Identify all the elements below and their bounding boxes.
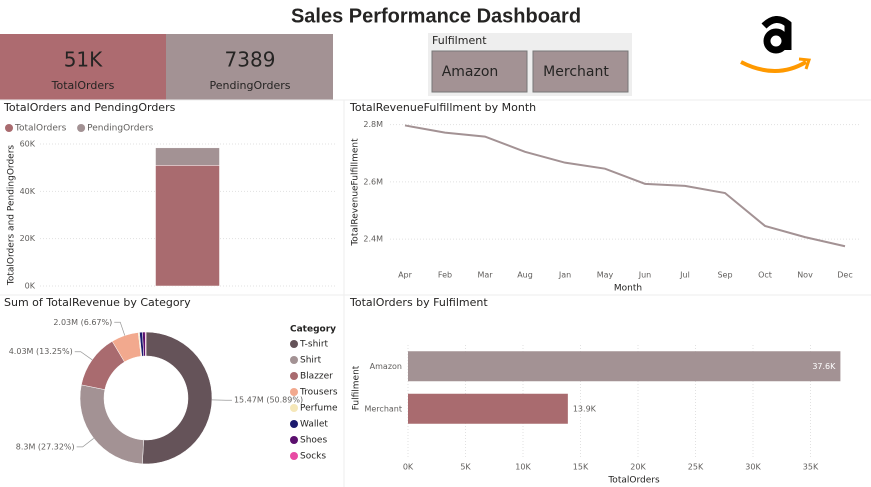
x-tick-label: Jul xyxy=(679,271,690,280)
legend-label: Shoes xyxy=(300,436,327,446)
x-tick-label: Sep xyxy=(717,271,732,280)
amazon-logo xyxy=(740,16,812,73)
leader-line xyxy=(114,321,126,336)
x-tick-label: 10K xyxy=(515,463,531,472)
x-tick-label: May xyxy=(597,271,614,280)
x-tick-label: Jun xyxy=(638,271,652,280)
y-tick-label: 40K xyxy=(20,187,36,196)
y-tick-label: 60K xyxy=(20,140,36,149)
chart-title: TotalOrders and PendingOrders xyxy=(3,101,176,114)
legend-label: Blazzer xyxy=(300,372,333,382)
slicer-item[interactable]: Amazon xyxy=(442,64,499,80)
leader-line xyxy=(74,351,93,361)
x-tick-label: Dec xyxy=(837,271,852,280)
logo-a xyxy=(761,16,792,50)
legend-marker xyxy=(290,372,298,380)
kpi-label: TotalOrders xyxy=(51,79,115,92)
x-tick-label: Apr xyxy=(398,271,413,280)
y-tick-label: 20K xyxy=(20,234,36,243)
y-axis-label: TotalRevenueFulfillment xyxy=(351,138,361,247)
x-axis-label: Month xyxy=(614,284,642,294)
legend-marker xyxy=(77,124,86,132)
line xyxy=(404,124,846,248)
legend-label: Wallet xyxy=(300,420,328,430)
kpi-card xyxy=(166,34,333,100)
legend-label: T-shirt xyxy=(299,340,329,350)
y-tick-label: 2.6M xyxy=(363,177,383,186)
legend-label: Socks xyxy=(300,452,326,462)
bar xyxy=(408,351,841,382)
x-tick-label: 30K xyxy=(745,463,761,472)
data-label: 13.9K xyxy=(573,404,597,413)
legend-marker xyxy=(290,356,298,364)
x-tick-label: 0K xyxy=(403,463,414,472)
legend-marker xyxy=(290,340,298,348)
x-tick-label: 15K xyxy=(573,463,589,472)
legend-label: Shirt xyxy=(300,356,322,366)
legend-marker xyxy=(290,436,298,444)
bar-segment xyxy=(155,165,220,287)
donut-slice xyxy=(144,331,147,357)
logo-smile xyxy=(740,60,808,73)
donut-slice xyxy=(142,331,213,465)
data-label: 2.03M (6.67%) xyxy=(53,318,112,327)
x-tick-label: 5K xyxy=(460,463,471,472)
leader-line xyxy=(76,438,94,448)
x-axis-label: TotalOrders xyxy=(607,476,660,486)
slicer-button[interactable] xyxy=(431,50,528,93)
kpi-value: 51K xyxy=(64,48,103,72)
chart-title: TotalOrders by Fulfilment xyxy=(349,296,488,309)
y-tick-label: Amazon xyxy=(370,362,402,371)
x-tick-label: Nov xyxy=(797,271,813,280)
x-tick-label: Oct xyxy=(758,271,772,280)
y-axis-label: Fulfilment xyxy=(352,365,362,410)
data-label: 4.03M (13.25%) xyxy=(9,347,73,356)
x-tick-label: 35K xyxy=(803,463,819,472)
slicer-button[interactable] xyxy=(532,50,629,93)
legend-marker xyxy=(5,124,13,132)
y-tick-label: 2.4M xyxy=(363,235,383,244)
data-label: 15.47M (50.89%) xyxy=(234,396,303,405)
x-tick-label: Jan xyxy=(558,271,571,280)
legend-label: Trousers xyxy=(299,388,338,398)
legend-label: Perfume xyxy=(300,404,338,414)
legend-marker xyxy=(290,420,298,428)
legend-marker xyxy=(290,452,298,460)
chart-title: Sum of TotalRevenue by Category xyxy=(4,296,191,309)
x-tick-label: 20K xyxy=(630,463,646,472)
chart-title: TotalRevenueFulfillment by Month xyxy=(349,101,536,114)
legend-marker xyxy=(290,388,298,396)
bar xyxy=(408,393,568,424)
y-tick-label: 2.8M xyxy=(363,120,383,129)
logo-a xyxy=(763,28,789,54)
x-tick-label: Mar xyxy=(477,271,493,280)
legend-label: TotalOrders xyxy=(14,124,67,134)
y-tick-label: Merchant xyxy=(364,404,402,413)
logo-arrow xyxy=(798,57,812,70)
x-tick-label: Feb xyxy=(438,271,452,280)
dashboard-title: Sales Performance Dashboard xyxy=(291,5,581,27)
y-tick-label: 0K xyxy=(25,282,36,291)
slicer-title: Fulfilment xyxy=(432,34,487,47)
x-tick-label: Aug xyxy=(517,271,533,280)
kpi-label: PendingOrders xyxy=(210,79,291,92)
x-tick-label: 25K xyxy=(688,463,704,472)
slicer-item[interactable]: Merchant xyxy=(543,64,609,80)
legend-title: Category xyxy=(290,325,336,335)
bar-segment xyxy=(155,147,220,166)
y-axis-label: TotalOrders and PendingOrders xyxy=(7,145,17,286)
legend-label: PendingOrders xyxy=(87,124,154,134)
legend-marker xyxy=(290,404,298,412)
kpi-value: 7389 xyxy=(225,48,276,72)
kpi-card xyxy=(0,34,166,100)
data-label: 8.3M (27.32%) xyxy=(16,442,75,451)
data-label: 37.6K xyxy=(812,362,836,371)
